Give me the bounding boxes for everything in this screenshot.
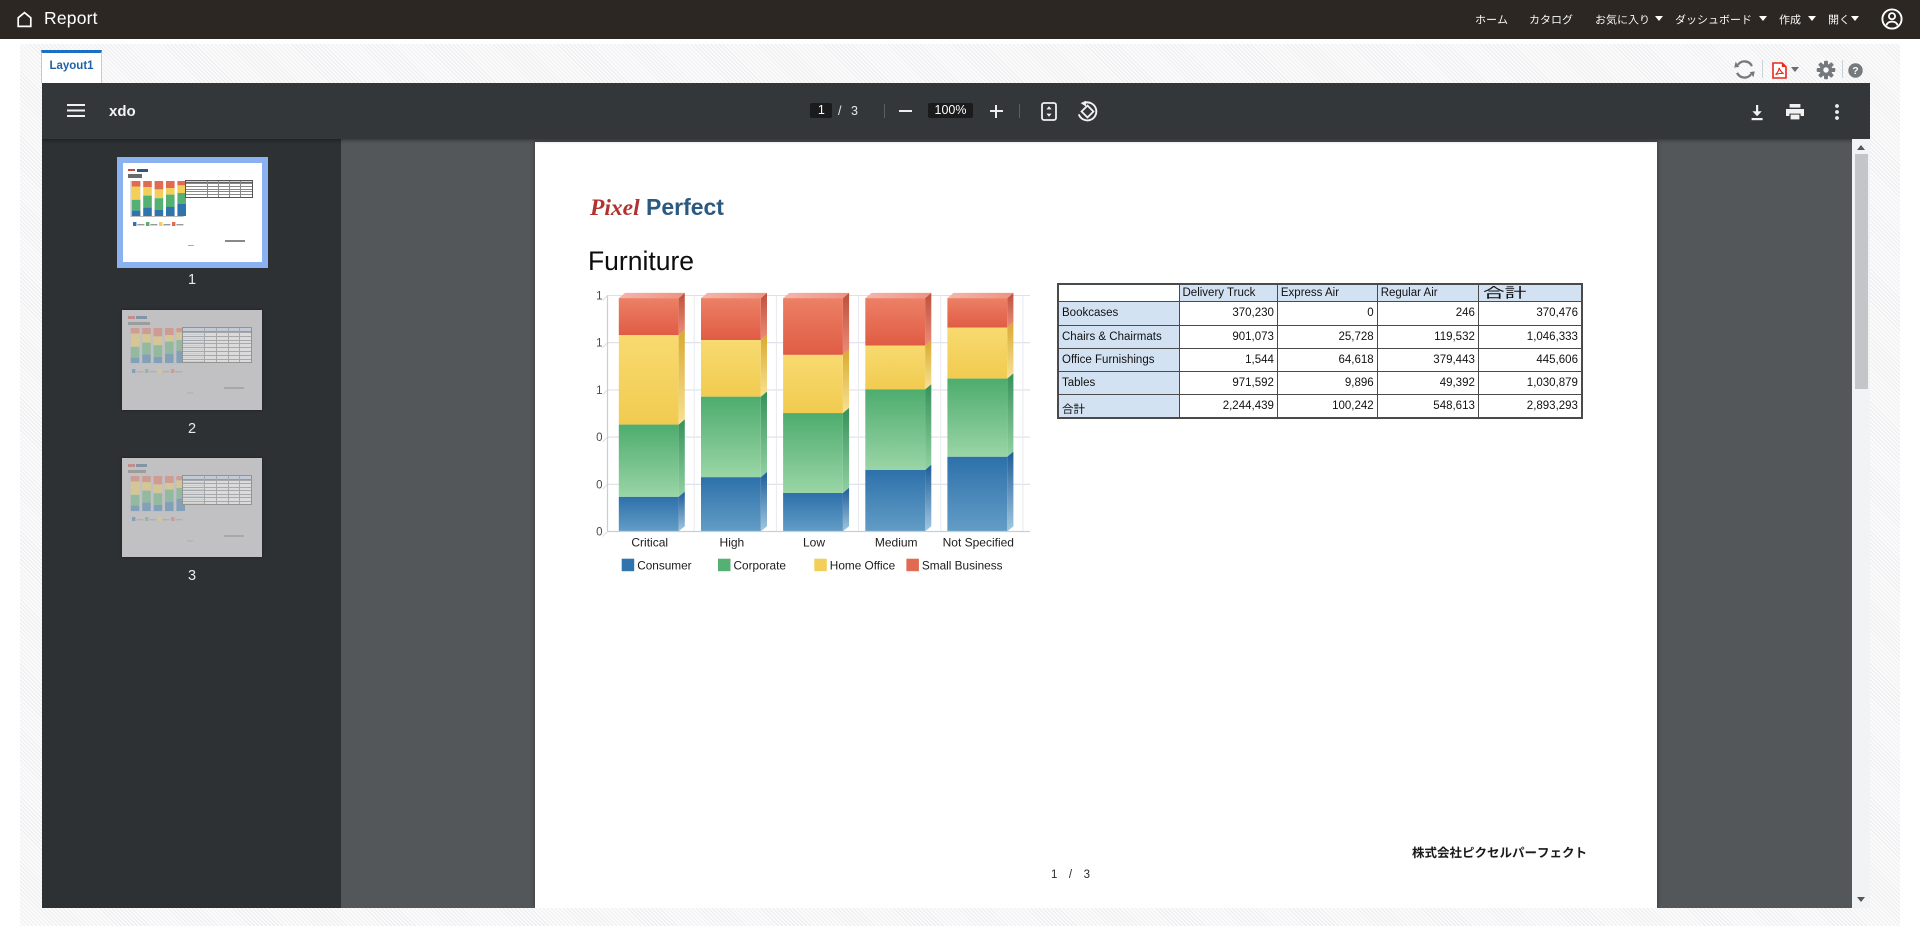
svg-text:Consumer: Consumer	[637, 559, 691, 573]
svg-text:Medium: Medium	[875, 536, 918, 550]
svg-text:Home Office: Home Office	[830, 559, 896, 573]
svg-text:0: 0	[596, 479, 602, 491]
svg-text:Small Business: Small Business	[922, 559, 1003, 573]
svg-text:Critical: Critical	[631, 536, 668, 550]
svg-text:0: 0	[596, 432, 602, 444]
svg-text:Corporate: Corporate	[734, 559, 787, 573]
svg-text:High: High	[720, 536, 745, 550]
svg-text:Not Specified: Not Specified	[943, 536, 1014, 550]
svg-text:1: 1	[596, 291, 602, 303]
svg-text:?: ?	[1852, 65, 1858, 77]
svg-text:0: 0	[596, 527, 602, 539]
svg-text:1: 1	[596, 385, 602, 397]
svg-text:Low: Low	[803, 536, 825, 550]
svg-text:1: 1	[596, 338, 602, 350]
